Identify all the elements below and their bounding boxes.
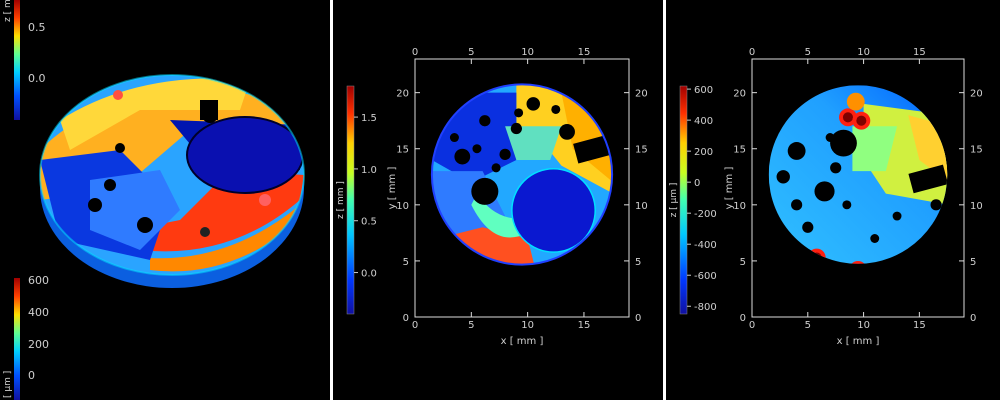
plot-frame: [751, 58, 965, 318]
y-tick-label-right-0: 0: [635, 313, 641, 324]
y-tick-label-left-4: 20: [733, 89, 746, 100]
colorbar-tick-label-6: -600: [694, 271, 717, 282]
y-tick-label-left-2: 10: [733, 201, 746, 212]
y-tick-label-right-2: 10: [635, 201, 648, 212]
colorbar-top-tick-0: 0.5: [28, 21, 46, 34]
y-tick-label-left-0: 0: [740, 313, 746, 324]
x-tick-label-bottom-2: 10: [521, 320, 534, 331]
height-map-disc: [431, 84, 613, 265]
colorbar-tick-label-1: 1.0: [361, 165, 377, 176]
colorbar-top-tick-1: 0.0: [28, 72, 46, 85]
colorbar-tick-label-2: 0.5: [361, 217, 377, 228]
x-tick-label-top-1: 5: [805, 47, 811, 58]
x-tick-label-top-2: 10: [521, 47, 534, 58]
x-tick-label-top-3: 15: [578, 47, 591, 58]
plot-frame: [414, 58, 630, 318]
colorbar-bottom-tick-0: 600: [28, 274, 49, 287]
colorbar-tick-label-4: -200: [694, 209, 717, 220]
x-tick-label-top-2: 10: [857, 47, 870, 58]
x-axis-label: x [ mm ]: [501, 336, 544, 347]
y-tick-label-left-3: 15: [733, 145, 746, 156]
colorbar-tick-label-5: -400: [694, 240, 717, 251]
x-tick-label-bottom-1: 5: [805, 320, 811, 331]
disc-outline: [430, 83, 614, 266]
y-tick-label-right-1: 5: [635, 257, 641, 268]
x-tick-label-top-0: 0: [749, 47, 755, 58]
x-tick-label-bottom-2: 10: [857, 320, 870, 331]
x-tick-label-bottom-0: 0: [412, 320, 418, 331]
panel-height-map-mm: 0 0 5 5 10 10 15 15 0 0 5 5 10 10 15 15 20 20 x [ mm ] y [ …: [333, 0, 663, 400]
height-map-disc: [768, 85, 948, 264]
y-tick-label-left-0: 0: [403, 313, 409, 324]
colorbar-label: z [ µm ]: [669, 183, 679, 218]
panel-height-map-um: 0 0 5 5 10 10 15 15 0 0 5 5 10 10 15 15 20 20 x [ mm ] y [ …: [666, 0, 1000, 400]
x-tick-label-top-1: 5: [468, 47, 474, 58]
x-tick-label-bottom-3: 15: [578, 320, 591, 331]
y-tick-label-right-3: 15: [635, 145, 648, 156]
panel-separator-1: [330, 0, 333, 400]
colorbar-bottom-tick-2: 200: [28, 338, 49, 351]
surface-3d-plot: 0.5 0.0 z [ mm ] 600 400 200 0 [ µm ]: [3, 0, 305, 400]
colorbar: [679, 85, 688, 315]
y-tick-label-left-2: 10: [396, 201, 409, 212]
colorbar-top: [14, 0, 20, 120]
x-tick-label-top-3: 15: [913, 47, 926, 58]
surface-disc: [39, 74, 305, 288]
y-tick-label-right-2: 10: [970, 201, 983, 212]
colorbar-tick-label-0: 1.5: [361, 113, 377, 124]
colorbar-tick-label-1: 400: [694, 116, 713, 127]
colorbar-tick-label-7: -800: [694, 302, 717, 313]
colorbar-bottom: [14, 278, 20, 400]
colorbar-tick-label-3: 0: [694, 178, 700, 189]
colorbar-tick-label-0: 600: [694, 85, 713, 96]
y-tick-label-right-1: 5: [970, 257, 976, 268]
y-tick-label-right-0: 0: [970, 313, 976, 324]
y-axis-label: y [ mm ]: [724, 167, 735, 210]
colorbar-tick-label-2: 200: [694, 147, 713, 158]
x-tick-label-top-0: 0: [412, 47, 418, 58]
y-tick-label-left-1: 5: [403, 257, 409, 268]
y-tick-label-right-4: 20: [635, 89, 648, 100]
colorbar-label: z [ mm ]: [336, 181, 346, 219]
colorbar-bottom-tick-3: 0: [28, 369, 35, 382]
y-tick-label-left-4: 20: [396, 89, 409, 100]
colorbar: [346, 85, 355, 315]
x-axis-label: x [ mm ]: [837, 336, 880, 347]
y-tick-label-right-4: 20: [970, 89, 983, 100]
colorbar-bottom-label: [ µm ]: [3, 371, 13, 398]
x-tick-label-bottom-1: 5: [468, 320, 474, 331]
panel-3d-view: 0.5 0.0 z [ mm ] 600 400 200 0 [ µm ]: [0, 0, 330, 400]
y-tick-label-left-1: 5: [740, 257, 746, 268]
x-tick-label-bottom-0: 0: [749, 320, 755, 331]
y-tick-label-right-3: 15: [970, 145, 983, 156]
y-axis-label: y [ mm ]: [387, 167, 398, 210]
colorbar-tick-label-3: 0.0: [361, 269, 377, 280]
panel-separator-2: [663, 0, 666, 400]
colorbar-top-label: z [ mm ]: [3, 0, 13, 22]
x-tick-label-bottom-3: 15: [913, 320, 926, 331]
y-tick-label-left-3: 15: [396, 145, 409, 156]
colorbar-bottom-tick-1: 400: [28, 306, 49, 319]
